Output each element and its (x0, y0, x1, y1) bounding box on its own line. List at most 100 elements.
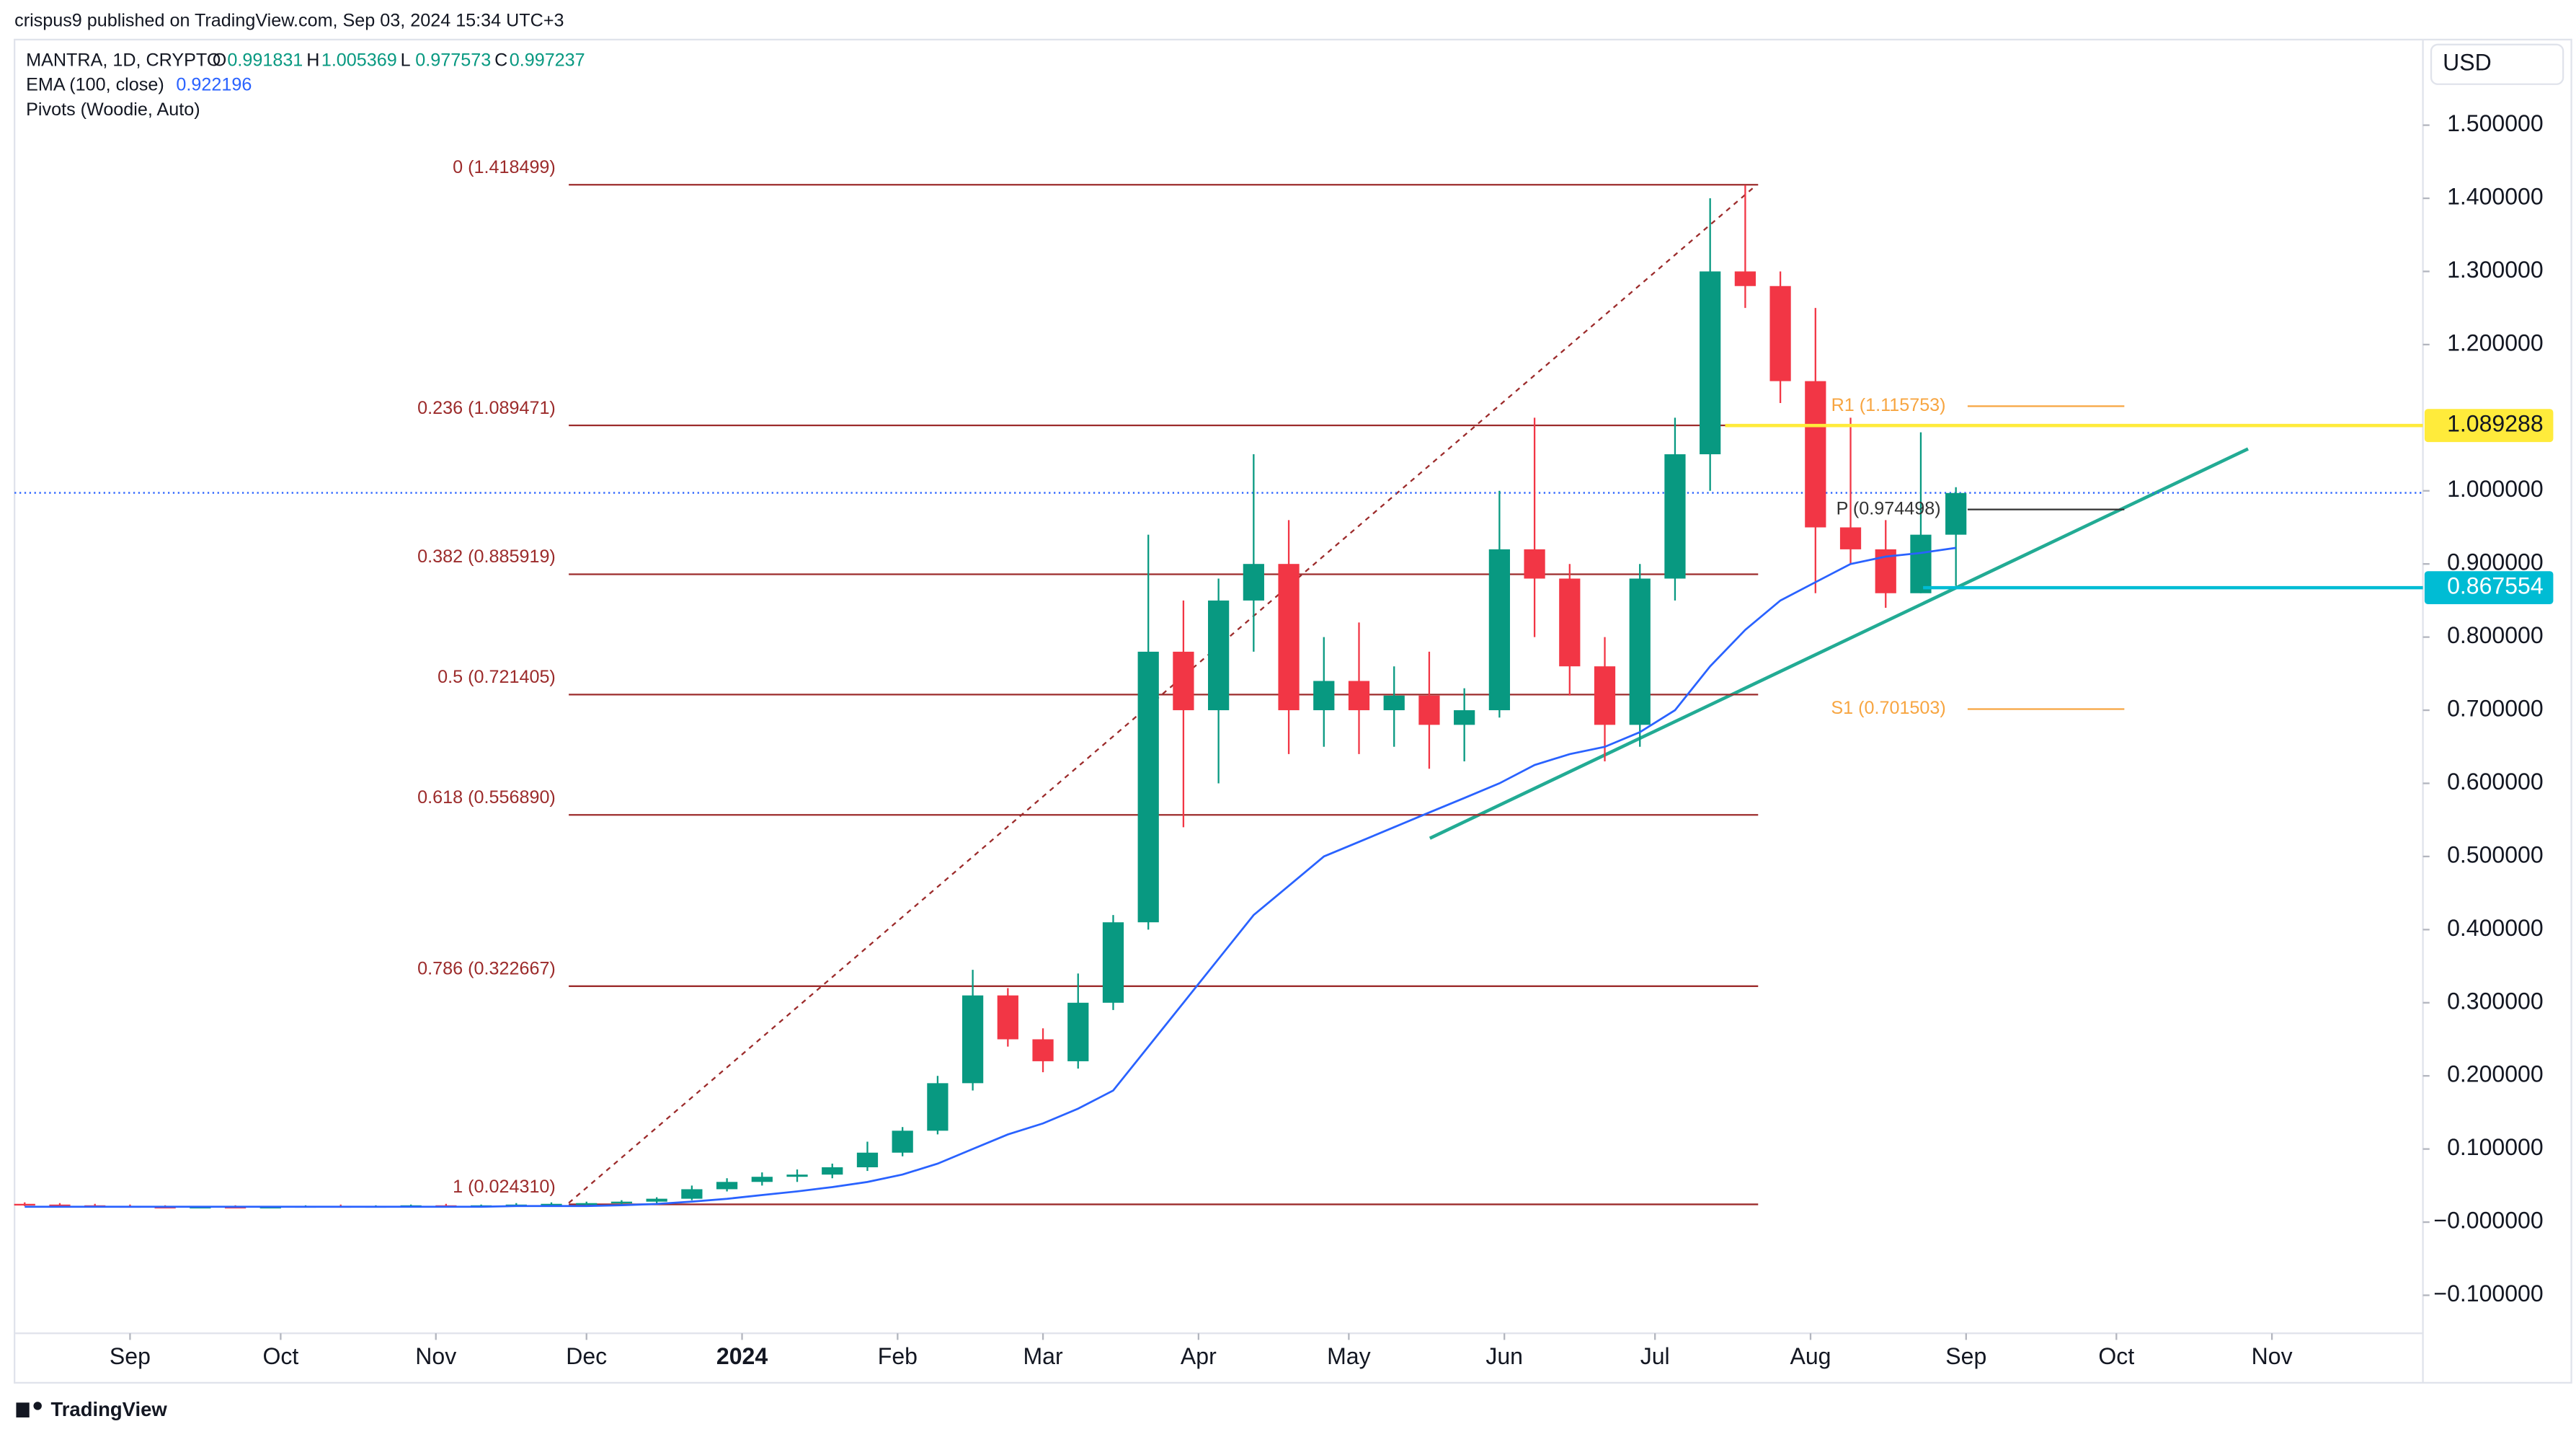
candle-body (1348, 681, 1370, 711)
y-tick-label: 0.500000 (2447, 841, 2544, 867)
candle-body (1945, 492, 1967, 535)
x-tick-label: 2024 (716, 1343, 768, 1369)
pivot-label: R1 (1.115753) (1831, 395, 1946, 415)
x-tick-label: Oct (262, 1343, 298, 1369)
candle-body (1383, 695, 1405, 711)
y-tick-label: 1.300000 (2447, 257, 2544, 283)
candle-body (49, 1204, 71, 1207)
y-tick-label: 0.200000 (2447, 1061, 2544, 1087)
y-tick-label: −0.100000 (2433, 1280, 2543, 1306)
pivot-label: S1 (0.701503) (1831, 698, 1945, 718)
x-tick-label: Sep (110, 1343, 151, 1369)
candle-body (1102, 922, 1124, 1003)
candle-body (1805, 381, 1826, 528)
y-tick-label: 1.400000 (2447, 184, 2544, 210)
candle-body (1594, 666, 1616, 725)
candle-body (1418, 695, 1440, 725)
pivots-name: Pivots (Woodie, Auto) (26, 99, 200, 120)
published-note: crispus9 published on TradingView.com, S… (14, 10, 564, 30)
y-tick-label: 1.000000 (2447, 476, 2544, 502)
candle-body (1454, 710, 1475, 725)
candle-body (576, 1203, 598, 1205)
candle-body (961, 995, 984, 1084)
fib-label: 0.786 (0.322667) (417, 959, 556, 979)
candle-body (14, 1203, 35, 1206)
candle-body (822, 1167, 843, 1175)
candle-body (997, 995, 1018, 1040)
x-tick-label: Jul (1640, 1343, 1670, 1369)
candle-body (786, 1174, 808, 1177)
candle-body (610, 1201, 633, 1203)
ohlc-value: 0.991831 (227, 50, 303, 70)
candle-body (1137, 651, 1159, 923)
ohlc-value: 1.005369 (321, 50, 397, 70)
marker-badge (2424, 571, 2554, 604)
candle-body (1664, 454, 1686, 579)
y-tick-label: 1.200000 (2447, 329, 2544, 355)
pivot-label: P (0.974498) (1836, 498, 1941, 518)
y-tick-label: 0.700000 (2447, 696, 2544, 722)
candle-body (1278, 564, 1300, 711)
frame (13, 38, 2572, 1384)
x-tick-label: Apr (1181, 1343, 1217, 1369)
y-tick-label: 0.900000 (2447, 549, 2544, 575)
x-tick-label: Mar (1023, 1343, 1062, 1369)
candle-body (1208, 600, 1230, 711)
x-tick-label: Nov (2252, 1343, 2293, 1369)
marker-label: 1.089288 (2447, 411, 2544, 437)
ohlc-key: C (494, 50, 507, 70)
y-tick-label: 0.300000 (2447, 988, 2544, 1014)
candle-body (1313, 681, 1335, 711)
candle-body (716, 1182, 738, 1190)
y-tick-label: 0.600000 (2447, 769, 2544, 795)
logo-dot (33, 1402, 42, 1410)
brand: TradingView (50, 1398, 167, 1420)
currency[interactable]: USD (2443, 50, 2492, 76)
candle-body (1559, 578, 1581, 667)
candle-body (1839, 527, 1862, 549)
ohlc-value: 0.997237 (510, 50, 585, 70)
candle-body (1173, 651, 1194, 711)
x-tick-label: Nov (415, 1343, 456, 1369)
candle-body (1910, 534, 1932, 593)
ohlc-key: O (213, 50, 227, 70)
x-tick-label: Dec (566, 1343, 607, 1369)
ohlc-key: L (401, 50, 411, 70)
fib-label: 1 (0.024310) (453, 1177, 556, 1197)
x-tick-label: Aug (1790, 1343, 1831, 1369)
symbol: MANTRA, 1D, CRYPTO (26, 50, 221, 70)
x-tick-label: Oct (2098, 1343, 2134, 1369)
ohlc-value: 0.977573 (415, 50, 491, 70)
ema-value: 0.922196 (176, 75, 252, 95)
y-tick-label: 0.100000 (2447, 1134, 2544, 1160)
fib-trend-line (568, 185, 1756, 1204)
y-tick-label: −0.000000 (2433, 1208, 2543, 1234)
candle-body (1700, 271, 1721, 455)
candle-body (892, 1131, 913, 1153)
ema-name: EMA (100, close) (26, 75, 164, 95)
footer-logo: TradingView (16, 1398, 167, 1420)
marker-label: 0.867554 (2447, 573, 2544, 599)
candle-body (1769, 286, 1791, 381)
fib-label: 0.236 (1.089471) (417, 398, 556, 418)
candle-body (1629, 578, 1651, 725)
x-tick-label: Sep (1945, 1343, 1986, 1369)
fib-label: 0.382 (0.885919) (417, 547, 556, 567)
candle-body (927, 1083, 949, 1131)
ohlc-key: H (306, 50, 319, 70)
fib-label: 0 (1.418499) (453, 157, 556, 177)
fib-label: 0.5 (0.721405) (438, 667, 556, 687)
marker-badge (2424, 409, 2554, 443)
currency-button[interactable] (2430, 43, 2564, 85)
y-tick-label: 1.500000 (2447, 110, 2544, 136)
candle-body (541, 1203, 562, 1206)
x-tick-label: Feb (878, 1343, 918, 1369)
candle-body (646, 1198, 667, 1202)
candle-body (1488, 549, 1510, 711)
y-tick-label: 0.400000 (2447, 915, 2544, 941)
candle-body (751, 1177, 773, 1182)
x-tick-label: May (1327, 1343, 1371, 1369)
fib-label: 0.618 (0.556890) (417, 787, 556, 808)
logo-mark (16, 1402, 30, 1417)
